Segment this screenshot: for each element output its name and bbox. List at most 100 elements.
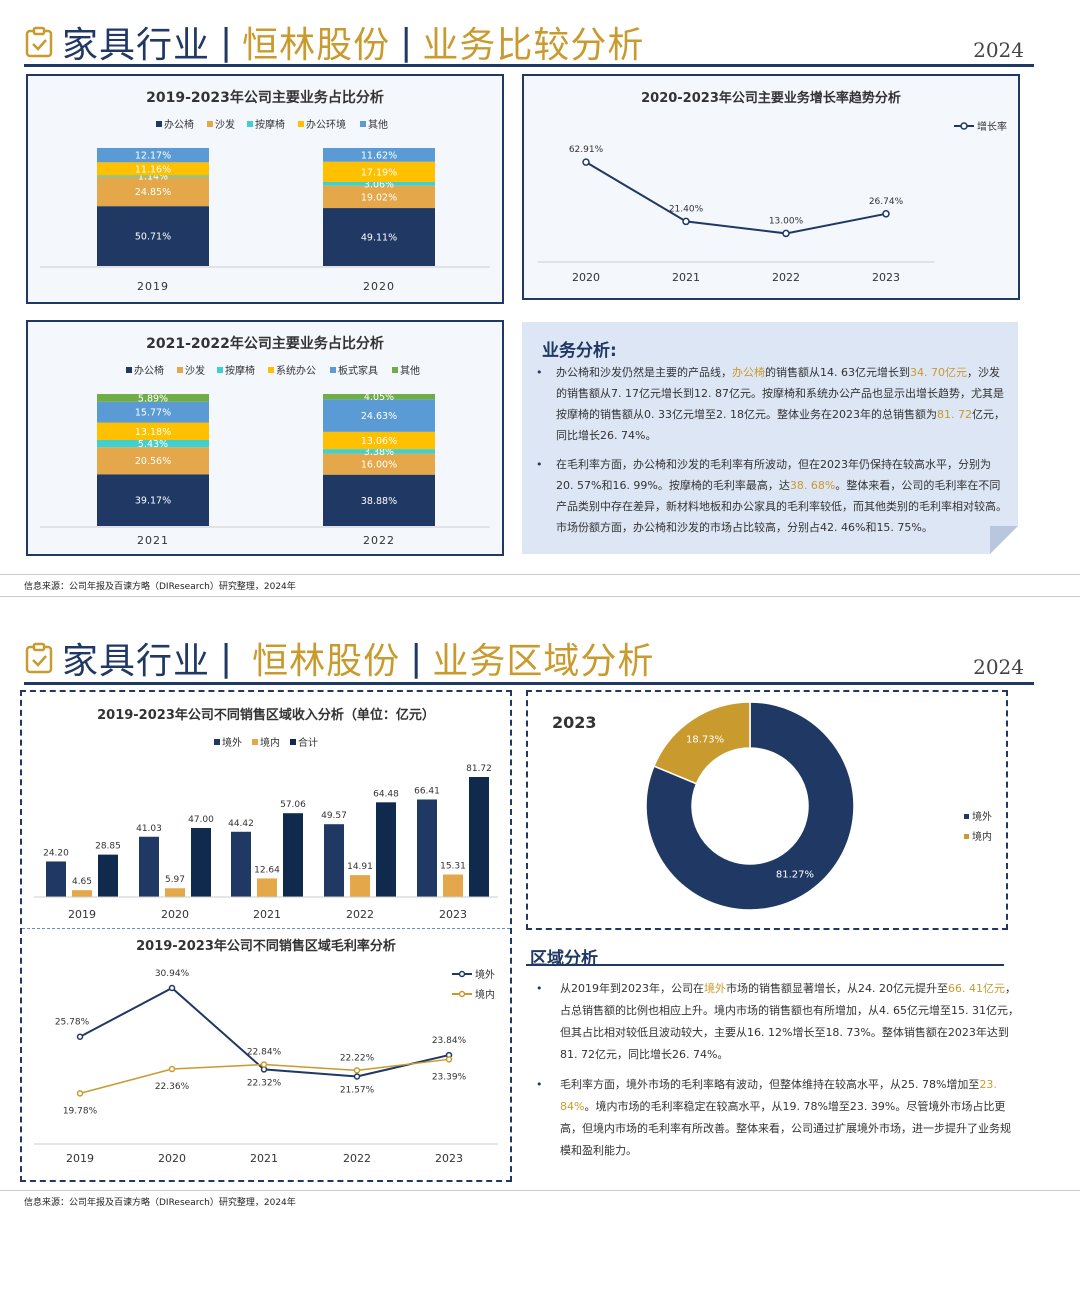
bar [324, 824, 344, 897]
business-analysis-box: 业务分析: 办公椅和沙发仍然是主要的产品线，办公椅的销售额从14. 63亿元增长… [522, 322, 1018, 554]
data-label: 17.19% [361, 167, 397, 178]
business-analysis-point-1: 办公椅和沙发仍然是主要的产品线，办公椅的销售额从14. 63亿元增长到34. 7… [536, 362, 1008, 446]
paragraph-text: ，沙发的销售额从7. 17亿元增长到12. 87亿元。按摩椅和系统办公产品也显示… [556, 366, 1004, 421]
data-label: 13.18% [135, 427, 171, 438]
page2-year: 2024 [973, 655, 1024, 679]
legend-label: 境外 [475, 968, 495, 981]
legend-label: 办公椅 [134, 364, 164, 377]
page2-title-topic: 业务区域分析 [432, 641, 655, 682]
paragraph-text: 。境内市场的毛利率稳定在较高水平，从19. 78%增至23. 39%。尽管境外市… [560, 1100, 1011, 1157]
data-point [76, 1033, 84, 1040]
page1-title-company: 恒林股份 [242, 25, 391, 66]
chart-title: 2019-2023年公司主要业务占比分析 [146, 89, 384, 106]
bar-chart-region-revenue: 2019-2023年公司不同销售区域收入分析（单位：亿元） 境外 境内 合计 24.20… [34, 707, 498, 921]
page1-title-main: 家具行业 [62, 25, 211, 66]
legend-swatch [207, 121, 213, 127]
chart-divider [22, 928, 510, 929]
data-label: 21.57% [340, 1086, 375, 1096]
data-label: 22.32% [247, 1078, 282, 1088]
bar [46, 861, 66, 897]
tick-label: 2023 [872, 271, 900, 284]
paragraph-text: 市场的销售额显著增长，从24. 20亿元提升至 [726, 982, 948, 995]
legend-marker [960, 122, 968, 130]
legend-label: 境外 [972, 810, 992, 823]
paragraph-text: 。整体来看，公司的毛利率在不同产品类别中存在差异，新材料地板和办公家具的毛利率较… [556, 479, 1007, 534]
data-label: 11.16% [135, 164, 171, 175]
data-label: 62.91% [569, 145, 604, 155]
highlight-text: 23. 84% [560, 1078, 997, 1113]
legend-label: 系统办公 [276, 364, 316, 377]
legend-label: 其他 [400, 364, 420, 377]
bar [257, 878, 277, 897]
region-analysis-rule [526, 964, 1004, 966]
highlight-text: 81. 72 [936, 408, 972, 421]
data-label: 13.00% [769, 216, 804, 226]
page2-source: 信息来源：公司年报及百谏方略（DIResearch）研究整理，2024年 [24, 1198, 296, 1208]
legend-label: 沙发 [185, 364, 205, 377]
tick-label: 2021 [250, 1152, 278, 1165]
bar-segment [323, 208, 435, 266]
bar-segment [323, 431, 435, 450]
page-divider [0, 1190, 1080, 1191]
bar [165, 888, 185, 897]
data-point [168, 1065, 176, 1073]
data-point [353, 1067, 361, 1074]
chart-panel-region-pie: 2023 81.27% 18.73% 境外 境内 [526, 690, 1008, 930]
tick-label: 2023 [435, 1152, 463, 1165]
chart-title: 2019-2023年公司不同销售区域收入分析（单位：亿元） [97, 707, 435, 723]
bar [443, 874, 463, 897]
data-label: 5.43% [138, 439, 168, 450]
legend-swatch [214, 739, 220, 745]
pie-slice [645, 701, 855, 911]
chart-title: 2020-2023年公司主要业务增长率趋势分析 [641, 90, 901, 106]
page2-title-rule [24, 682, 1034, 685]
page-divider [0, 596, 1080, 597]
legend-label: 增长率 [977, 120, 1007, 133]
bar [283, 813, 303, 897]
data-label: 81.72 [466, 764, 492, 774]
data-label: 11.62% [361, 150, 397, 161]
tick-label: 2021 [672, 271, 700, 284]
legend-label: 沙发 [215, 118, 235, 131]
legend-swatch [268, 367, 274, 373]
legend-label: 境外 [222, 736, 242, 749]
bar [350, 875, 370, 897]
pie-slice [652, 701, 751, 785]
data-label: 64.48 [373, 789, 399, 799]
bar [72, 890, 92, 897]
bar-segment [323, 399, 435, 432]
tick-label: 2019 [66, 1152, 94, 1165]
data-label: 19.78% [63, 1106, 98, 1116]
chart-panel-region: 2019-2023年公司不同销售区域收入分析（单位：亿元） 境外 境内 合计 24.20… [20, 690, 512, 1182]
data-label: 15.31 [440, 862, 466, 872]
chart-panel-growth-trend: 2020-2023年公司主要业务增长率趋势分析 增长率 62.91% 2020 21.4… [522, 74, 1020, 300]
paragraph-text: 办公椅和沙发仍然是主要的产品线， [556, 366, 732, 379]
bar [417, 799, 437, 897]
legend-marker [458, 970, 466, 978]
tick-label: 2020 [572, 271, 600, 284]
data-label: 23.39% [432, 1072, 467, 1082]
data-label: 44.42 [228, 819, 254, 829]
data-label: 38.88% [361, 496, 397, 507]
legend-swatch [392, 367, 398, 373]
chart-title: 2021-2022年公司主要业务占比分析 [146, 335, 384, 352]
data-label: 30.94% [155, 969, 190, 979]
paragraph-text: 亿元，同比增长26. 74%。 [556, 408, 1005, 442]
tick-label: 2019 [68, 908, 96, 921]
paragraph-text: 的销售额从14. 63亿元增长到 [765, 366, 910, 379]
data-point [260, 1061, 268, 1068]
legend-swatch [217, 367, 223, 373]
tick-label: 2021 [137, 534, 169, 547]
bar-segment [323, 161, 435, 182]
data-label: 47.00 [188, 815, 214, 825]
paragraph-text: 从2019年到2023年，公司在 [560, 982, 704, 995]
bar [139, 836, 159, 897]
highlight-text: 66. 41亿元 [948, 982, 1005, 995]
data-label: 22.36% [155, 1082, 190, 1092]
business-analysis-point-2: 在毛利率方面，办公椅和沙发的毛利率有所波动，但在2023年仍保持在较高水平，分别… [536, 454, 1008, 538]
data-label: 50.71% [135, 232, 171, 243]
data-point [445, 1056, 453, 1063]
bar-segment [323, 181, 435, 186]
